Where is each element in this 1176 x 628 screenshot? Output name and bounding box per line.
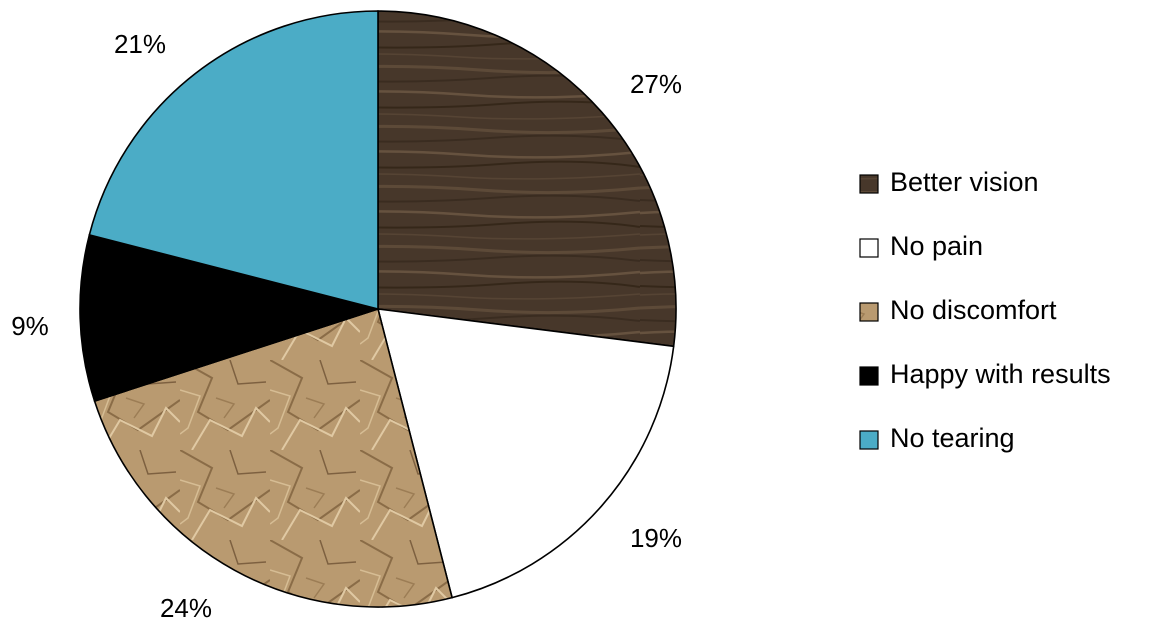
legend-label-no-discomfort: No discomfort xyxy=(890,295,1057,325)
pie-slice-no-tearing xyxy=(88,10,379,311)
data-label-no-discomfort: 24% xyxy=(160,593,212,623)
legend-label-better-vision: Better vision xyxy=(890,167,1039,197)
legend-swatch-no-pain xyxy=(859,238,879,258)
pie-slice-no-discomfort xyxy=(93,307,454,608)
legend-swatch-no-tearing xyxy=(859,430,879,450)
legend-label-happy-with-results: Happy with results xyxy=(890,359,1111,389)
data-label-no-pain: 19% xyxy=(630,523,682,553)
data-label-no-tearing: 21% xyxy=(114,29,166,59)
legend-swatch-happy-with-results xyxy=(859,366,879,386)
legend-swatch-better-vision xyxy=(859,174,879,194)
pie-slice-no-pain xyxy=(376,308,675,599)
pie-slice-happy-with-results xyxy=(79,233,381,403)
data-label-better-vision: 27% xyxy=(630,69,682,99)
legend-label-no-pain: No pain xyxy=(890,231,983,261)
legend-label-no-tearing: No tearing xyxy=(890,423,1015,453)
legend-swatch-no-discomfort xyxy=(859,302,879,322)
data-label-happy-with-results: 9% xyxy=(11,311,49,341)
legend: Better vision No pain No discomfort Happy w… xyxy=(859,167,1111,453)
pie-slice-better-vision xyxy=(377,10,677,348)
